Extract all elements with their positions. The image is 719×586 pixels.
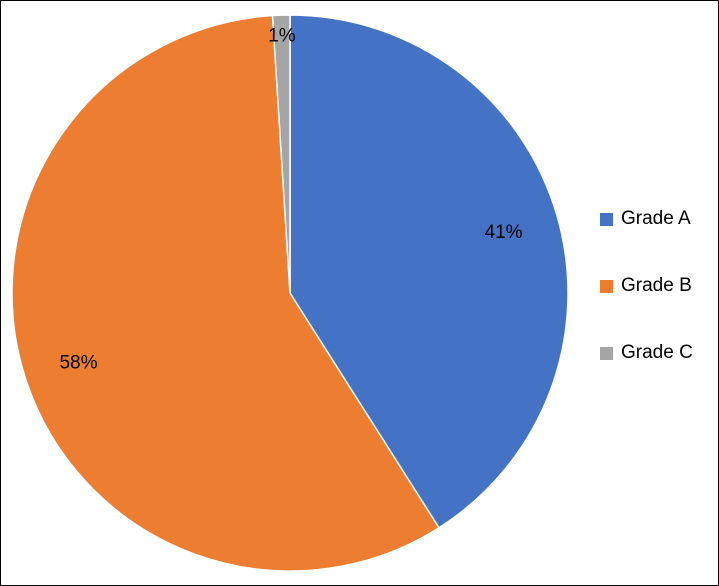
data-label-grade-b: 58% bbox=[59, 353, 97, 374]
legend-label-grade-c: Grade C bbox=[621, 342, 693, 363]
legend: Grade A Grade B Grade C bbox=[600, 208, 693, 409]
legend-item-grade-a: Grade A bbox=[600, 208, 693, 230]
legend-label-grade-a: Grade A bbox=[621, 208, 691, 229]
legend-swatch-grade-c bbox=[600, 346, 613, 360]
legend-item-grade-b: Grade B bbox=[600, 275, 693, 297]
legend-item-grade-c: Grade C bbox=[600, 342, 693, 364]
pie-slice-grade-b bbox=[11, 14, 440, 572]
pie-slice-grade-c bbox=[271, 14, 291, 294]
pie-slice-grade-a bbox=[289, 14, 569, 529]
legend-label-grade-b: Grade B bbox=[621, 275, 692, 296]
data-label-grade-a: 41% bbox=[485, 222, 523, 243]
data-label-grade-c: 1% bbox=[268, 26, 296, 47]
legend-swatch-grade-b bbox=[600, 279, 613, 293]
legend-swatch-grade-a bbox=[600, 212, 613, 226]
